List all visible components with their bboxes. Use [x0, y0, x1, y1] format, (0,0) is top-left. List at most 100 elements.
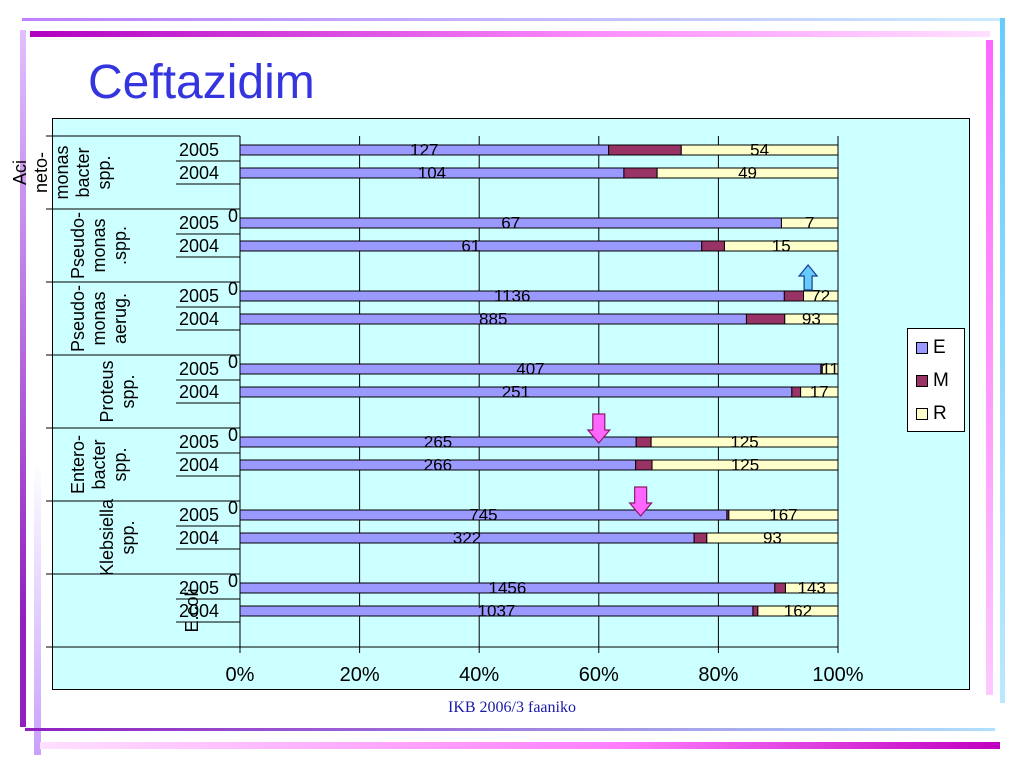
legend-label-m: M: [933, 370, 949, 391]
year-label: 2005: [179, 505, 219, 525]
group-label-line: monas: [89, 291, 109, 345]
group-label: Acineto-monasbacterspp.: [10, 145, 114, 199]
group-label: Entero-bacterspp.: [68, 435, 130, 494]
data-label-r: 11: [821, 359, 839, 378]
bar-segment-m: [623, 167, 658, 179]
group-label-line: aerug.: [110, 293, 130, 344]
data-label-r: 143: [798, 578, 826, 597]
legend-label-r: R: [933, 403, 947, 424]
group-label-line: monas: [89, 218, 109, 272]
bar-segment-r: [651, 459, 839, 471]
year-label: 2004: [179, 163, 219, 183]
legend-label-e: E: [933, 337, 946, 358]
data-label-e: 266: [424, 455, 452, 474]
data-label-e: 1456: [488, 578, 526, 597]
year-label: 2005: [179, 578, 219, 598]
bar-segment-r: [656, 167, 839, 179]
top-accent-line: [22, 18, 1000, 21]
group-label-line: Aci: [10, 160, 30, 185]
data-label-e: 745: [469, 505, 497, 524]
group-label-line: Klebsiella: [97, 498, 117, 576]
year-label: 2004: [179, 382, 219, 402]
group-label: E.coli: [182, 588, 202, 632]
group-label-line: Proteus: [97, 360, 117, 422]
year-label: 2005: [179, 359, 219, 379]
year-label: 2005: [179, 286, 219, 306]
data-label-r: 125: [731, 455, 759, 474]
x-tick-label: 0%: [226, 664, 255, 686]
legend-item-m: M: [916, 370, 949, 392]
bar-segment-r: [650, 436, 839, 448]
bar-segment-r: [757, 605, 839, 617]
data-label-e: 407: [516, 359, 544, 378]
group-label-line: monas: [52, 145, 72, 199]
data-label-e: 67: [501, 213, 520, 232]
gap-value-label: 0: [228, 498, 238, 518]
group-label-line: .spp.: [110, 226, 130, 265]
group-label: Pseudo-monas.spp.: [68, 212, 130, 279]
data-label-e: 265: [424, 432, 452, 451]
bar-segment-r: [728, 509, 839, 521]
data-label-e: 1037: [478, 601, 516, 620]
bar-segment-r: [784, 313, 839, 325]
left-accent-bar-light: [34, 460, 41, 755]
data-label-e: 127: [410, 140, 438, 159]
group-label-line: bacter: [73, 147, 93, 197]
bar-segment-m: [774, 582, 786, 594]
data-label-r: 17: [810, 382, 829, 401]
legend-item-e: E: [916, 337, 946, 359]
group-label-line: spp.: [110, 447, 130, 481]
year-label: 2004: [179, 528, 219, 548]
data-label-r: 15: [772, 236, 791, 255]
group-label-line: E.coli: [182, 588, 202, 632]
year-label: 2004: [179, 236, 219, 256]
year-label: 2004: [179, 455, 219, 475]
bar-segment-m: [783, 290, 804, 302]
year-label: 2005: [179, 140, 219, 160]
group-label-line: spp.: [118, 374, 138, 408]
legend-swatch-e: [916, 342, 928, 354]
data-label-r: 49: [738, 163, 757, 182]
group-label: Proteusspp.: [97, 360, 138, 422]
bar-segment-r: [780, 217, 839, 229]
gap-value-label: 0: [228, 206, 238, 226]
group-label-line: bacter: [89, 439, 109, 489]
gap-value-label: 0: [228, 425, 238, 445]
bar-segment-r: [800, 386, 839, 398]
data-label-e: 885: [479, 309, 507, 328]
group-label-line: spp.: [118, 520, 138, 554]
year-label: 2004: [179, 309, 219, 329]
group-label-line: neto-: [31, 152, 51, 193]
bottom-accent-line: [25, 728, 995, 731]
slide-footer: IKB 2006/3 faaniko: [448, 699, 576, 716]
legend-swatch-m: [916, 375, 928, 387]
bar-segment-m: [693, 532, 708, 544]
bar-segment-m: [701, 240, 725, 252]
data-label-e: 104: [418, 163, 446, 182]
bar-segment-m: [635, 459, 653, 471]
bar-segment-r: [723, 240, 839, 252]
bar-segment-m: [745, 313, 786, 325]
data-label-r: 162: [784, 601, 812, 620]
x-tick-label: 20%: [340, 664, 380, 686]
chart-area: [52, 118, 970, 690]
group-label-line: Pseudo-: [68, 285, 88, 352]
bar-segment-r: [821, 363, 839, 375]
legend-item-r: R: [916, 403, 947, 425]
bar-segment-m: [635, 436, 652, 448]
bar-segment-r: [784, 582, 839, 594]
bottom-accent-bar: [40, 742, 1000, 749]
year-label: 2005: [179, 432, 219, 452]
year-label: 2004: [179, 601, 219, 621]
group-label-line: Pseudo-: [68, 212, 88, 279]
legend-swatch-r: [916, 408, 928, 420]
gap-value-label: 0: [228, 279, 238, 299]
x-tick-label: 40%: [459, 664, 499, 686]
chart-legend: E M R: [907, 328, 965, 432]
bar-segment-r: [803, 290, 839, 302]
gap-value-label: 0: [228, 571, 238, 591]
data-label-r: 72: [811, 286, 830, 305]
right-accent-bar-blue: [1000, 18, 1005, 703]
bar-segment-r: [680, 144, 839, 156]
